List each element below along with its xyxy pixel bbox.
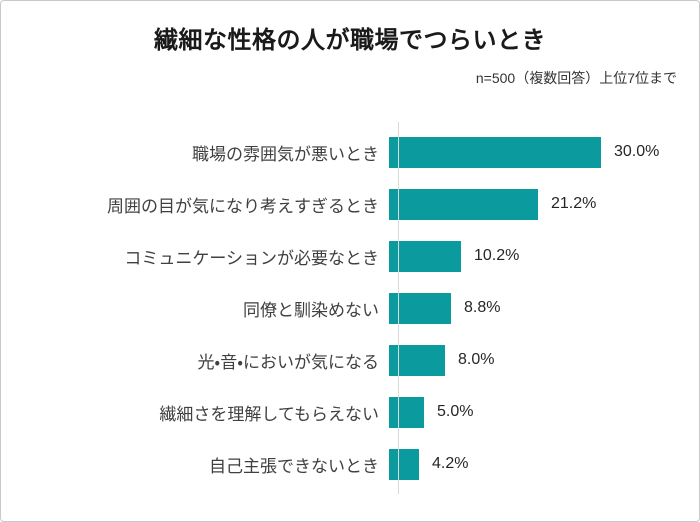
bar-segment: [389, 136, 601, 168]
sample-size-note: n=500（複数回答）上位7位まで: [475, 70, 677, 86]
chart-card: 繊細な性格の人が職場でつらいとき n=500（複数回答）上位7位まで 職場の雰囲…: [1, 1, 699, 494]
value-label: 30.0%: [614, 143, 660, 160]
category-label: 同僚と馴染めない: [243, 300, 379, 320]
bar-track: 30.0%: [389, 126, 699, 178]
value-label: 10.2%: [474, 247, 520, 264]
bar-row: 繊細さを理解してもらえない 5.0%: [1, 386, 699, 438]
category-label: 職場の雰囲気が悪いとき: [192, 144, 379, 164]
value-label: 21.2%: [551, 195, 597, 212]
bar-track: 8.8%: [389, 282, 699, 334]
bar-segment: [389, 396, 424, 428]
chart-title: 繊細な性格の人が職場でつらいとき: [154, 27, 546, 54]
bar-segment: [389, 240, 461, 272]
bar-segment: [389, 188, 538, 220]
category-label: 周囲の目が気になり考えすぎるとき: [107, 196, 379, 216]
bar-row: 職場の雰囲気が悪いとき 30.0%: [1, 126, 699, 178]
bar-track: 21.2%: [389, 178, 699, 230]
bar-row: 光・音・においが気になる 8.0%: [1, 334, 699, 386]
bar-chart: 職場の雰囲気が悪いとき 30.0% 周囲の目が気になり考えすぎるとき 21.2% コミュ…: [1, 122, 699, 494]
bar-track: 8.0%: [389, 334, 699, 386]
value-label: 8.0%: [458, 351, 495, 368]
value-label: 5.0%: [437, 403, 474, 420]
value-label: 4.2%: [432, 455, 469, 472]
category-label: コミュニケーションが必要なとき: [124, 248, 379, 268]
category-label: 自己主張できないとき: [209, 456, 379, 476]
value-label: 8.8%: [464, 299, 501, 316]
bar-row: 自己主張できないとき 4.2%: [1, 438, 699, 490]
category-axis-line: [398, 122, 399, 494]
bar-row: コミュニケーションが必要なとき 10.2%: [1, 230, 699, 282]
bar-segment: [389, 292, 451, 324]
category-label: 繊細さを理解してもらえない: [159, 404, 379, 424]
bar-track: 5.0%: [389, 386, 699, 438]
bar-track: 4.2%: [389, 438, 699, 490]
bar-track: 10.2%: [389, 230, 699, 282]
bar-row: 周囲の目が気になり考えすぎるとき 21.2%: [1, 178, 699, 230]
category-label: 光・音・においが気になる: [197, 352, 379, 372]
bar-segment: [389, 448, 419, 480]
bar-row: 同僚と馴染めない 8.8%: [1, 282, 699, 334]
